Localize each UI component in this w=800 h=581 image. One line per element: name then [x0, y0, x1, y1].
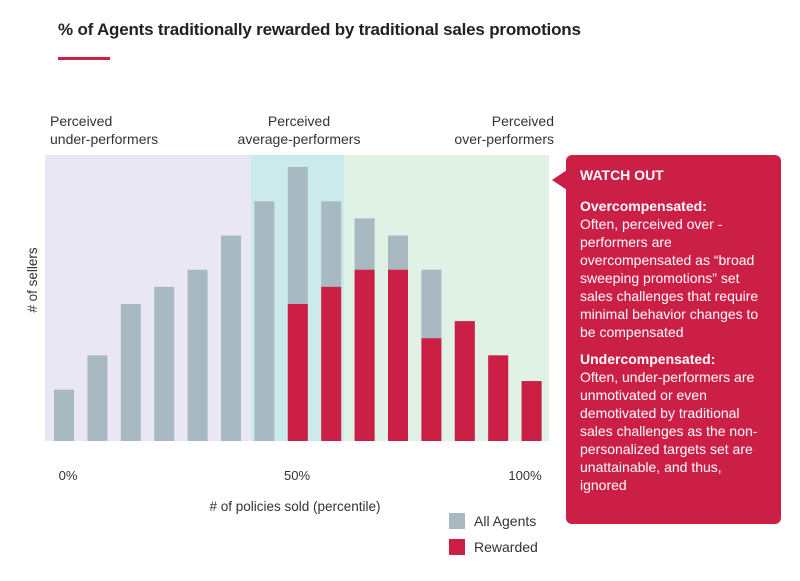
watch-out-callout: WATCH OUT Overcompensated: Often, percei… — [566, 155, 781, 524]
x-tick-100: 100% — [508, 468, 542, 483]
region-label-average-line2: average-performers — [237, 131, 361, 147]
callout-under-text: Often, under-performers are unmotivated … — [580, 369, 758, 493]
bars — [54, 167, 542, 441]
bar-rewarded-15 — [521, 381, 542, 441]
bar-all-agents-1 — [54, 389, 74, 441]
legend-label-rewarded: Rewarded — [474, 538, 538, 555]
region-label-over-line2: over-performers — [454, 131, 554, 147]
region-label-over-line1: Perceived — [491, 113, 554, 129]
region-label-under: Perceived under-performers — [50, 112, 158, 148]
region-label-average: Perceived average-performers — [235, 112, 363, 148]
legend-swatch-all-agents — [449, 512, 465, 529]
legend-item-all-agents: All Agents — [449, 512, 538, 529]
x-axis-title: # of policies sold (percentile) — [209, 499, 380, 514]
bar-all-agents-5 — [187, 269, 208, 441]
x-tick-0: 0% — [59, 468, 78, 483]
bar-rewarded-10 — [354, 269, 375, 441]
bar-all-agents-2 — [87, 355, 108, 441]
bar-all-agents-7 — [254, 201, 275, 441]
x-tick-50: 50% — [284, 468, 310, 483]
bar-rewarded-11 — [388, 269, 408, 441]
callout-heading: WATCH OUT — [580, 167, 664, 183]
legend-item-rewarded: Rewarded — [449, 538, 538, 555]
bar-all-agents-3 — [120, 304, 141, 441]
region-label-over: Perceived over-performers — [440, 112, 554, 148]
callout-pointer — [552, 170, 567, 190]
callout-under-title: Undercompensated: — [580, 351, 716, 367]
region-over-background — [344, 155, 549, 441]
region-under-background — [45, 155, 251, 441]
bar-rewarded-13 — [454, 321, 475, 441]
y-axis-title: # of sellers — [25, 247, 40, 313]
title-underline — [58, 57, 110, 60]
region-label-average-line1: Perceived — [267, 113, 331, 129]
callout-over-title: Overcompensated: — [580, 198, 707, 214]
region-label-under-line2: under-performers — [50, 131, 159, 147]
region-label-under-line1: Perceived — [50, 113, 113, 129]
legend-label-all-agents: All Agents — [474, 512, 537, 529]
bar-rewarded-14 — [488, 355, 509, 441]
bar-all-agents-4 — [154, 286, 175, 441]
legend: All Agents Rewarded — [449, 512, 538, 564]
bar-rewarded-9 — [321, 286, 342, 441]
callout-over-text: Often, perceived over - performers are o… — [580, 216, 759, 340]
chart-title: % of Agents traditionally rewarded by tr… — [58, 20, 581, 39]
bar-all-agents-6 — [221, 235, 241, 441]
bar-rewarded-12 — [421, 338, 442, 441]
legend-swatch-rewarded — [449, 538, 465, 555]
bar-rewarded-8 — [287, 304, 308, 441]
